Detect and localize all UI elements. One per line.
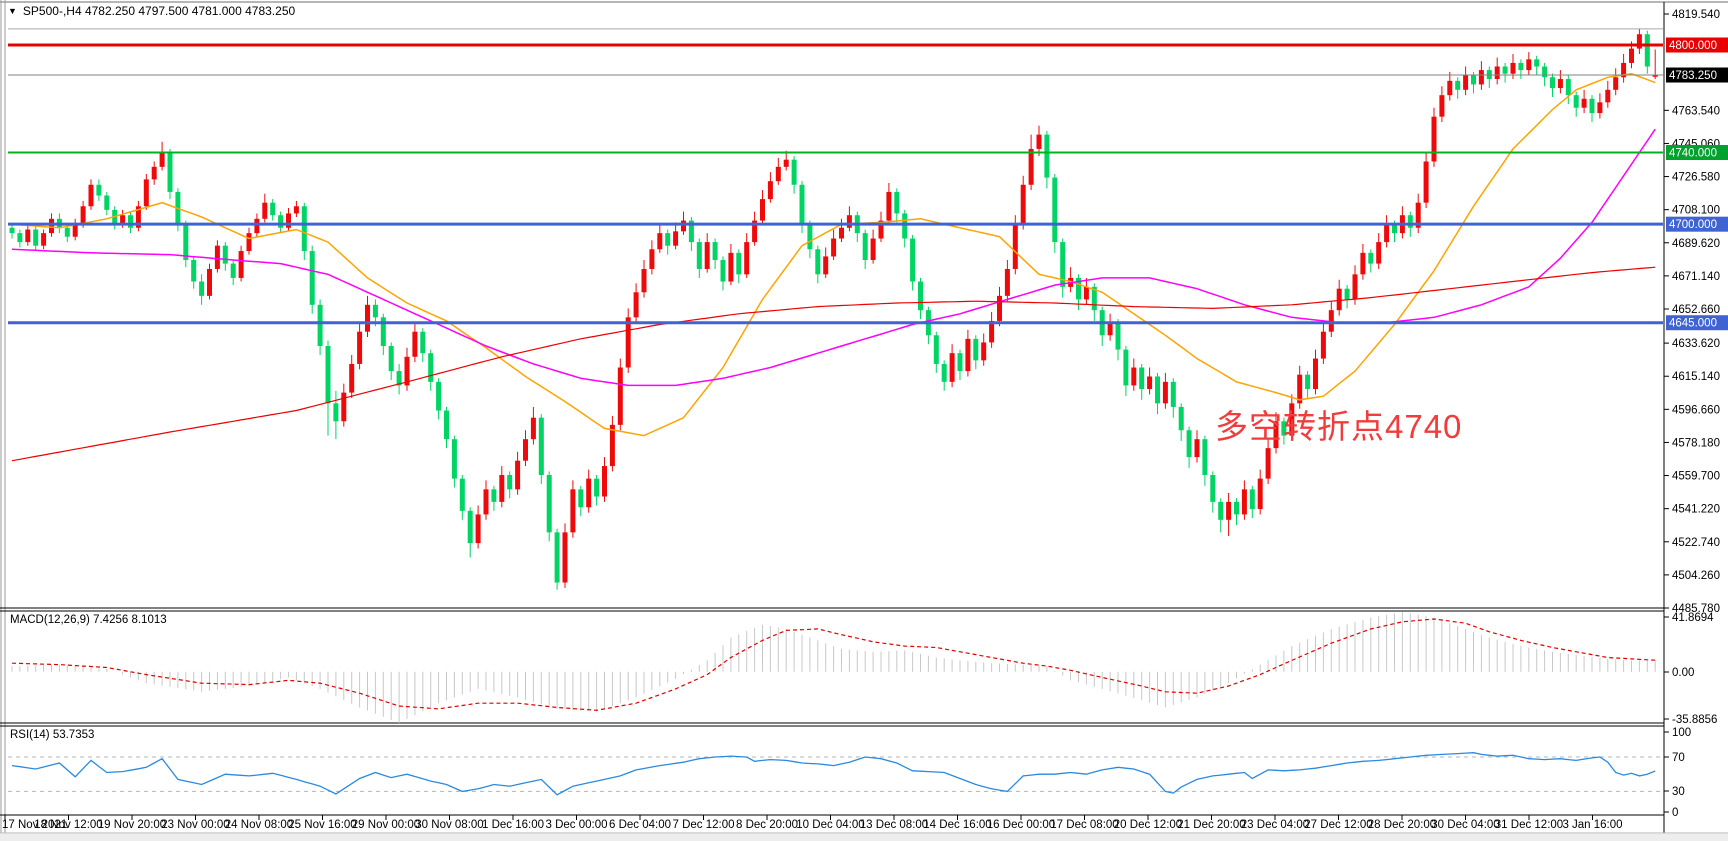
svg-text:4783.250: 4783.250 (1669, 70, 1717, 82)
svg-text:30 Nov 08:00: 30 Nov 08:00 (415, 819, 483, 831)
svg-text:25 Nov 16:00: 25 Nov 16:00 (288, 819, 356, 831)
svg-text:30 Dec 04:00: 30 Dec 04:00 (1431, 819, 1499, 831)
svg-text:28 Dec 20:00: 28 Dec 20:00 (1368, 819, 1436, 831)
svg-text:6 Dec 04:00: 6 Dec 04:00 (609, 819, 671, 831)
price-tag (1666, 37, 1728, 53)
symbol-dropdown-icon[interactable]: ▼ (8, 6, 17, 16)
price-tag (1666, 145, 1728, 161)
macd-indicator-label: MACD(12,26,9) 7.4256 8.1013 (10, 614, 167, 626)
svg-text:8 Dec 20:00: 8 Dec 20:00 (736, 819, 798, 831)
svg-text:4763.540: 4763.540 (1672, 105, 1720, 117)
svg-text:4578.180: 4578.180 (1672, 437, 1720, 449)
svg-text:3 Dec 00:00: 3 Dec 00:00 (545, 819, 607, 831)
svg-text:7 Dec 12:00: 7 Dec 12:00 (672, 819, 734, 831)
svg-text:70: 70 (1672, 752, 1685, 764)
svg-text:-35.8856: -35.8856 (1672, 714, 1717, 726)
svg-text:18 Nov 12:00: 18 Nov 12:00 (34, 819, 102, 831)
svg-text:14 Dec 16:00: 14 Dec 16:00 (923, 819, 991, 831)
chart-title: SP500-,H4 4782.250 4797.500 4781.000 478… (22, 4, 296, 18)
annotation-text: 多空转折点4740 (1215, 408, 1463, 445)
price-tag (1666, 315, 1728, 331)
svg-text:4819.540: 4819.540 (1672, 9, 1720, 21)
svg-text:10 Dec 04:00: 10 Dec 04:00 (796, 819, 864, 831)
svg-text:24 Nov 08:00: 24 Nov 08:00 (225, 819, 293, 831)
svg-text:4740.000: 4740.000 (1669, 148, 1717, 160)
rsi-indicator-label: RSI(14) 53.7353 (10, 729, 95, 741)
svg-text:27 Dec 12:00: 27 Dec 12:00 (1304, 819, 1372, 831)
svg-text:4689.620: 4689.620 (1672, 238, 1720, 250)
svg-text:17 Nov 2021: 17 Nov 2021 (2, 819, 67, 831)
svg-text:4708.100: 4708.100 (1672, 205, 1720, 217)
svg-text:4504.260: 4504.260 (1672, 570, 1720, 582)
svg-text:23 Nov 00:00: 23 Nov 00:00 (161, 819, 229, 831)
svg-text:17 Dec 08:00: 17 Dec 08:00 (1050, 819, 1118, 831)
svg-text:41.8694: 41.8694 (1672, 612, 1714, 624)
price-tag (1666, 67, 1728, 83)
svg-text:4541.220: 4541.220 (1672, 504, 1720, 516)
svg-text:4485.780: 4485.780 (1672, 603, 1720, 615)
svg-text:4615.140: 4615.140 (1672, 371, 1720, 383)
svg-text:4522.740: 4522.740 (1672, 537, 1720, 549)
svg-text:0: 0 (1672, 807, 1678, 819)
svg-text:4652.660: 4652.660 (1672, 304, 1720, 316)
svg-text:4559.700: 4559.700 (1672, 471, 1720, 483)
svg-text:4700.000: 4700.000 (1669, 219, 1717, 231)
svg-text:3 Jan 16:00: 3 Jan 16:00 (1562, 819, 1622, 831)
svg-text:20 Dec 12:00: 20 Dec 12:00 (1114, 819, 1182, 831)
price-tag (1666, 216, 1728, 232)
svg-text:13 Dec 08:00: 13 Dec 08:00 (860, 819, 928, 831)
svg-text:4596.660: 4596.660 (1672, 404, 1720, 416)
ma-fast (11, 72, 1656, 437)
svg-text:4726.580: 4726.580 (1672, 172, 1720, 184)
svg-text:16 Dec 00:00: 16 Dec 00:00 (987, 819, 1055, 831)
svg-text:21 Dec 20:00: 21 Dec 20:00 (1177, 819, 1245, 831)
svg-text:31 Dec 12:00: 31 Dec 12:00 (1495, 819, 1563, 831)
svg-text:29 Nov 00:00: 29 Nov 00:00 (352, 819, 420, 831)
svg-text:100: 100 (1672, 727, 1691, 739)
svg-text:4800.000: 4800.000 (1669, 40, 1717, 52)
svg-text:0.00: 0.00 (1672, 667, 1694, 679)
svg-text:4645.000: 4645.000 (1669, 318, 1717, 330)
svg-text:1 Dec 16:00: 1 Dec 16:00 (482, 819, 544, 831)
svg-text:23 Dec 04:00: 23 Dec 04:00 (1241, 819, 1309, 831)
ma-slow (11, 266, 1656, 462)
svg-text:4671.140: 4671.140 (1672, 271, 1720, 283)
chart-title-bar: ▼ SP500-,H4 4782.250 4797.500 4781.000 4… (8, 4, 295, 18)
svg-text:19 Nov 20:00: 19 Nov 20:00 (98, 819, 166, 831)
svg-text:4633.620: 4633.620 (1672, 338, 1720, 350)
svg-text:30: 30 (1672, 786, 1685, 798)
